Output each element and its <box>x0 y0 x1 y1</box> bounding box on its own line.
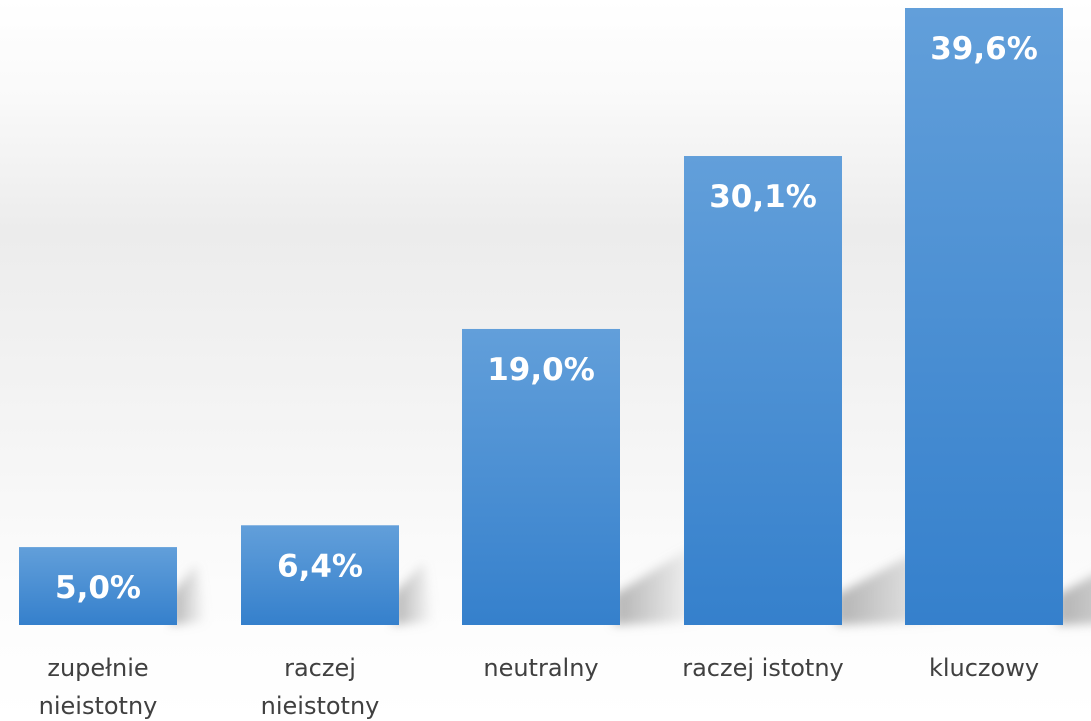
value-labels: 5,0% 6,4% 19,0% 30,1% 39,6% <box>55 31 1038 606</box>
category-label-line: nieistotny <box>261 692 380 720</box>
bar-value-label: 6,4% <box>277 548 363 584</box>
category-labels: zupełnie nieistotny raczej nieistotny neutra… <box>39 654 1039 720</box>
bar <box>19 547 177 625</box>
bar-shadow <box>1057 576 1091 625</box>
category-label: neutralny <box>483 654 598 682</box>
bar-value-label: 19,0% <box>487 352 595 388</box>
category-label-line: raczej istotny <box>682 654 844 682</box>
category-label: raczej istotny <box>682 654 844 682</box>
category-label-line: zupełnie <box>47 654 148 682</box>
bar <box>905 8 1063 625</box>
bars <box>19 8 1063 625</box>
bar <box>241 525 399 625</box>
category-label: zupełnie nieistotny <box>39 654 158 720</box>
bar-value-label: 5,0% <box>55 570 141 606</box>
category-label: kluczowy <box>929 654 1039 682</box>
category-label: raczej nieistotny <box>261 654 380 720</box>
bar-shadow <box>393 562 434 625</box>
bar-value-label: 30,1% <box>709 179 817 215</box>
bar-shadow <box>614 545 705 625</box>
bar-value-label: 39,6% <box>930 31 1038 67</box>
category-label-line: raczej <box>284 654 356 682</box>
category-label-line: nieistotny <box>39 692 158 720</box>
bar <box>462 328 620 625</box>
category-label-line: neutralny <box>483 654 598 682</box>
category-label-line: kluczowy <box>929 654 1039 682</box>
bar <box>684 156 842 625</box>
bar-shadow <box>171 564 207 625</box>
